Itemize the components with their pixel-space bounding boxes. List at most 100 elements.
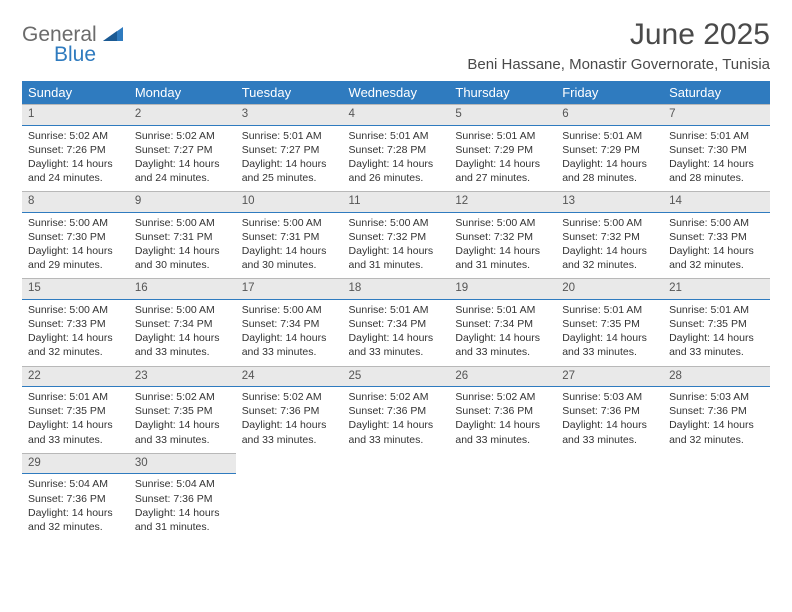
logo-text-block: General Blue bbox=[22, 24, 123, 65]
sunset-line: Sunset: 7:33 PM bbox=[669, 230, 764, 244]
sunrise-line: Sunrise: 5:02 AM bbox=[28, 129, 123, 143]
weekday-header: Saturday bbox=[663, 81, 770, 104]
sunset-line: Sunset: 7:36 PM bbox=[135, 492, 230, 506]
daylight-line: Daylight: 14 hours and 28 minutes. bbox=[562, 157, 657, 185]
sunset-line: Sunset: 7:36 PM bbox=[562, 404, 657, 418]
sunrise-line: Sunrise: 5:01 AM bbox=[455, 303, 550, 317]
day-content: Sunrise: 5:01 AMSunset: 7:34 PMDaylight:… bbox=[343, 300, 450, 366]
calendar-week-row: 8Sunrise: 5:00 AMSunset: 7:30 PMDaylight… bbox=[22, 191, 770, 278]
sunset-line: Sunset: 7:35 PM bbox=[562, 317, 657, 331]
sunrise-line: Sunrise: 5:01 AM bbox=[242, 129, 337, 143]
weekday-header: Tuesday bbox=[236, 81, 343, 104]
month-title: June 2025 bbox=[467, 18, 770, 52]
day-cell: 3Sunrise: 5:01 AMSunset: 7:27 PMDaylight… bbox=[236, 104, 343, 191]
sunrise-line: Sunrise: 5:01 AM bbox=[669, 303, 764, 317]
day-content: Sunrise: 5:00 AMSunset: 7:32 PMDaylight:… bbox=[449, 213, 556, 279]
daylight-line: Daylight: 14 hours and 30 minutes. bbox=[135, 244, 230, 272]
day-cell: 23Sunrise: 5:02 AMSunset: 7:35 PMDayligh… bbox=[129, 366, 236, 453]
empty-cell bbox=[343, 453, 450, 540]
daylight-line: Daylight: 14 hours and 32 minutes. bbox=[28, 506, 123, 534]
sunrise-line: Sunrise: 5:01 AM bbox=[562, 129, 657, 143]
sunrise-line: Sunrise: 5:01 AM bbox=[349, 303, 444, 317]
daylight-line: Daylight: 14 hours and 33 minutes. bbox=[455, 418, 550, 446]
sunset-line: Sunset: 7:34 PM bbox=[455, 317, 550, 331]
sunrise-line: Sunrise: 5:00 AM bbox=[349, 216, 444, 230]
day-cell: 19Sunrise: 5:01 AMSunset: 7:34 PMDayligh… bbox=[449, 278, 556, 365]
sunrise-line: Sunrise: 5:00 AM bbox=[455, 216, 550, 230]
empty-cell bbox=[236, 453, 343, 540]
day-cell: 22Sunrise: 5:01 AMSunset: 7:35 PMDayligh… bbox=[22, 366, 129, 453]
day-cell: 25Sunrise: 5:02 AMSunset: 7:36 PMDayligh… bbox=[343, 366, 450, 453]
daylight-line: Daylight: 14 hours and 31 minutes. bbox=[349, 244, 444, 272]
sunset-line: Sunset: 7:28 PM bbox=[349, 143, 444, 157]
day-number: 22 bbox=[22, 366, 129, 388]
day-cell: 6Sunrise: 5:01 AMSunset: 7:29 PMDaylight… bbox=[556, 104, 663, 191]
sunrise-line: Sunrise: 5:02 AM bbox=[242, 390, 337, 404]
sunset-line: Sunset: 7:36 PM bbox=[242, 404, 337, 418]
sunset-line: Sunset: 7:34 PM bbox=[242, 317, 337, 331]
weekday-header: Friday bbox=[556, 81, 663, 104]
day-content: Sunrise: 5:03 AMSunset: 7:36 PMDaylight:… bbox=[663, 387, 770, 453]
daylight-line: Daylight: 14 hours and 28 minutes. bbox=[669, 157, 764, 185]
day-cell: 28Sunrise: 5:03 AMSunset: 7:36 PMDayligh… bbox=[663, 366, 770, 453]
sunset-line: Sunset: 7:31 PM bbox=[135, 230, 230, 244]
day-cell: 14Sunrise: 5:00 AMSunset: 7:33 PMDayligh… bbox=[663, 191, 770, 278]
sunrise-line: Sunrise: 5:03 AM bbox=[562, 390, 657, 404]
daylight-line: Daylight: 14 hours and 24 minutes. bbox=[28, 157, 123, 185]
sunset-line: Sunset: 7:30 PM bbox=[669, 143, 764, 157]
day-number: 26 bbox=[449, 366, 556, 388]
daylight-line: Daylight: 14 hours and 33 minutes. bbox=[349, 418, 444, 446]
sunrise-line: Sunrise: 5:00 AM bbox=[562, 216, 657, 230]
day-content: Sunrise: 5:00 AMSunset: 7:31 PMDaylight:… bbox=[129, 213, 236, 279]
day-number: 5 bbox=[449, 104, 556, 126]
weekday-header-row: SundayMondayTuesdayWednesdayThursdayFrid… bbox=[22, 81, 770, 104]
logo-sail-icon bbox=[103, 27, 123, 41]
day-number: 18 bbox=[343, 278, 450, 300]
sunset-line: Sunset: 7:34 PM bbox=[349, 317, 444, 331]
sunrise-line: Sunrise: 5:00 AM bbox=[669, 216, 764, 230]
header: General Blue June 2025 Beni Hassane, Mon… bbox=[22, 18, 770, 73]
day-cell: 26Sunrise: 5:02 AMSunset: 7:36 PMDayligh… bbox=[449, 366, 556, 453]
day-content: Sunrise: 5:01 AMSunset: 7:35 PMDaylight:… bbox=[22, 387, 129, 453]
daylight-line: Daylight: 14 hours and 33 minutes. bbox=[242, 418, 337, 446]
day-number: 6 bbox=[556, 104, 663, 126]
day-cell: 21Sunrise: 5:01 AMSunset: 7:35 PMDayligh… bbox=[663, 278, 770, 365]
sunrise-line: Sunrise: 5:00 AM bbox=[135, 303, 230, 317]
daylight-line: Daylight: 14 hours and 30 minutes. bbox=[242, 244, 337, 272]
daylight-line: Daylight: 14 hours and 33 minutes. bbox=[669, 331, 764, 359]
calendar-week-row: 15Sunrise: 5:00 AMSunset: 7:33 PMDayligh… bbox=[22, 278, 770, 365]
sunset-line: Sunset: 7:34 PM bbox=[135, 317, 230, 331]
weekday-header: Sunday bbox=[22, 81, 129, 104]
daylight-line: Daylight: 14 hours and 32 minutes. bbox=[669, 418, 764, 446]
empty-cell bbox=[663, 453, 770, 540]
daylight-line: Daylight: 14 hours and 29 minutes. bbox=[28, 244, 123, 272]
day-number: 23 bbox=[129, 366, 236, 388]
calendar-page: General Blue June 2025 Beni Hassane, Mon… bbox=[0, 0, 792, 558]
empty-cell bbox=[449, 453, 556, 540]
day-cell: 17Sunrise: 5:00 AMSunset: 7:34 PMDayligh… bbox=[236, 278, 343, 365]
sunrise-line: Sunrise: 5:00 AM bbox=[135, 216, 230, 230]
weekday-header: Wednesday bbox=[343, 81, 450, 104]
day-number: 3 bbox=[236, 104, 343, 126]
daylight-line: Daylight: 14 hours and 33 minutes. bbox=[242, 331, 337, 359]
sunrise-line: Sunrise: 5:00 AM bbox=[242, 216, 337, 230]
daylight-line: Daylight: 14 hours and 33 minutes. bbox=[455, 331, 550, 359]
day-content: Sunrise: 5:01 AMSunset: 7:28 PMDaylight:… bbox=[343, 126, 450, 192]
sunrise-line: Sunrise: 5:00 AM bbox=[28, 303, 123, 317]
day-content: Sunrise: 5:01 AMSunset: 7:29 PMDaylight:… bbox=[449, 126, 556, 192]
day-content: Sunrise: 5:01 AMSunset: 7:35 PMDaylight:… bbox=[663, 300, 770, 366]
day-cell: 13Sunrise: 5:00 AMSunset: 7:32 PMDayligh… bbox=[556, 191, 663, 278]
day-number: 1 bbox=[22, 104, 129, 126]
sunrise-line: Sunrise: 5:02 AM bbox=[349, 390, 444, 404]
sunset-line: Sunset: 7:36 PM bbox=[455, 404, 550, 418]
day-number: 25 bbox=[343, 366, 450, 388]
sunset-line: Sunset: 7:32 PM bbox=[562, 230, 657, 244]
sunset-line: Sunset: 7:35 PM bbox=[28, 404, 123, 418]
day-content: Sunrise: 5:01 AMSunset: 7:35 PMDaylight:… bbox=[556, 300, 663, 366]
sunrise-line: Sunrise: 5:01 AM bbox=[669, 129, 764, 143]
day-cell: 18Sunrise: 5:01 AMSunset: 7:34 PMDayligh… bbox=[343, 278, 450, 365]
day-content: Sunrise: 5:02 AMSunset: 7:35 PMDaylight:… bbox=[129, 387, 236, 453]
day-cell: 2Sunrise: 5:02 AMSunset: 7:27 PMDaylight… bbox=[129, 104, 236, 191]
sunset-line: Sunset: 7:27 PM bbox=[135, 143, 230, 157]
day-cell: 10Sunrise: 5:00 AMSunset: 7:31 PMDayligh… bbox=[236, 191, 343, 278]
